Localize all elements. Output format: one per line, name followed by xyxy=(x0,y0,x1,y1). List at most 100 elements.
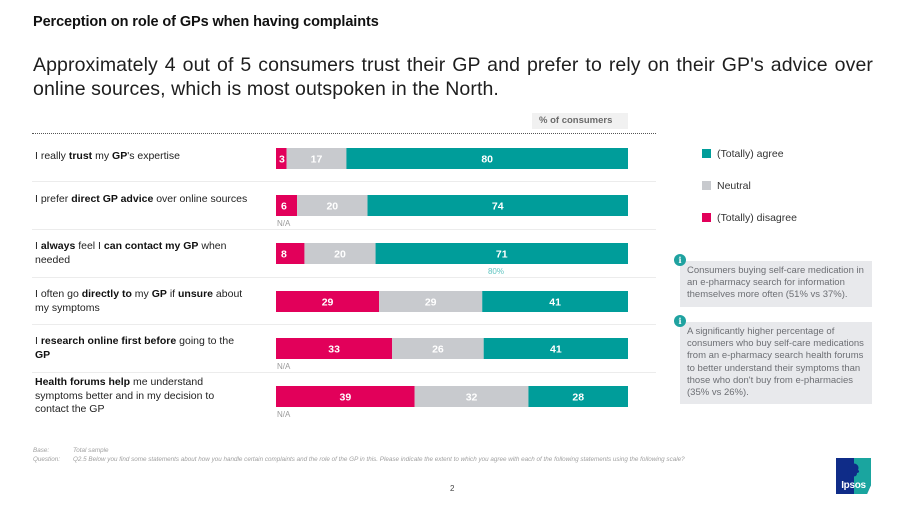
bar-segment-disagree xyxy=(276,243,305,264)
data-label-neutral: 17 xyxy=(311,154,323,166)
bar-segment-agree xyxy=(483,338,628,359)
legend-swatch-agree xyxy=(702,149,711,158)
logo-text: Ipsos xyxy=(841,480,866,491)
row-label-emphasis: GP xyxy=(151,288,167,300)
row-separator xyxy=(32,324,656,325)
legend-label-neutral: Neutral xyxy=(717,180,751,192)
row-label-text: me understand symptoms better and in my … xyxy=(35,376,215,415)
row-label-text: about my symptoms xyxy=(35,288,243,314)
row-label-emphasis: Health forums help xyxy=(35,376,131,388)
data-label-disagree: 3 xyxy=(279,154,285,166)
info-box-e-pharmacy-search: Consumers buying self-care medication in… xyxy=(680,261,872,307)
legend-item-disagree: (Totally) disagree xyxy=(702,212,797,224)
section-title: Perception on role of GPs when having co… xyxy=(33,14,379,30)
ipsos-logo-icon xyxy=(836,458,871,494)
bar-segment-agree xyxy=(346,148,628,169)
data-label-disagree: 29 xyxy=(322,297,334,309)
bar-segment-disagree xyxy=(276,338,393,359)
data-label-neutral: 26 xyxy=(432,344,444,356)
bar-segment-neutral xyxy=(379,291,483,312)
data-label-agree: 41 xyxy=(550,344,562,356)
row-label-emphasis: unsure xyxy=(178,288,214,300)
question-label: Question: xyxy=(33,456,60,463)
row-label-emphasis: GP xyxy=(112,150,128,162)
row-label-text: going to the xyxy=(176,335,235,347)
row-label-text: I really xyxy=(35,150,69,162)
bar-segment-disagree xyxy=(276,386,415,407)
bar-segment-neutral xyxy=(392,338,484,359)
row-label: I prefer direct GP advice over online so… xyxy=(35,193,250,207)
row-separator xyxy=(32,181,656,182)
data-label-disagree: 33 xyxy=(328,344,340,356)
question-value: Q2.5 Below you find some statements abou… xyxy=(73,456,685,463)
legend-label-disagree: (Totally) disagree xyxy=(717,212,797,224)
info-icon: i xyxy=(674,254,686,266)
row-label-text: my xyxy=(92,150,113,162)
data-label-neutral: 32 xyxy=(466,392,478,404)
footer-base: Base: Total sample xyxy=(33,446,685,455)
unit-label: % of consumers xyxy=(532,113,628,129)
data-label-agree: 74 xyxy=(492,201,504,213)
row-label-emphasis: trust xyxy=(68,150,93,162)
bar-segment-agree xyxy=(528,386,628,407)
data-label-neutral: 20 xyxy=(334,249,346,261)
footer-notes: Base: Total sample Question: Q2.5 Below yo… xyxy=(33,446,685,464)
legend-swatch-neutral xyxy=(702,181,711,190)
legend-item-neutral: Neutral xyxy=(702,180,751,192)
row-label: I really trust my GP's expertise xyxy=(35,150,250,164)
row-label-text: feel I xyxy=(75,240,104,252)
bar-segment-disagree xyxy=(276,195,298,216)
legend-label-agree: (Totally) agree xyxy=(717,148,784,160)
row-label-text: over online sources xyxy=(153,193,248,205)
bar-segment-disagree xyxy=(276,291,380,312)
data-label-disagree: 8 xyxy=(281,249,287,261)
bar-segment-neutral xyxy=(304,243,376,264)
base-value: Total sample xyxy=(73,447,109,454)
row-label-text: I often go xyxy=(35,288,82,300)
footer-question: Question: Q2.5 Below you find some statem… xyxy=(33,455,685,464)
data-label-agree: 80 xyxy=(481,154,493,166)
headline: Approximately 4 out of 5 consumers trust… xyxy=(33,54,873,100)
row-separator xyxy=(32,277,656,278)
row-label: I often go directly to my GP if unsure a… xyxy=(35,288,250,315)
legend-swatch-disagree xyxy=(702,213,711,222)
bar-segment-neutral xyxy=(297,195,368,216)
info-icon: i xyxy=(674,315,686,327)
row-label: I research online first before going to … xyxy=(35,335,250,362)
row-label-text: my xyxy=(131,288,152,300)
na-annotation: N/A xyxy=(277,362,291,371)
page-number: 2 xyxy=(450,484,455,493)
data-label-agree: 41 xyxy=(549,297,561,309)
data-label-neutral: 20 xyxy=(326,201,338,213)
bar-segment-agree xyxy=(367,195,628,216)
row-label-text: I prefer xyxy=(35,193,72,205)
legend-item-agree: (Totally) agree xyxy=(702,148,784,160)
row-label-emphasis: can contact my GP xyxy=(103,240,199,252)
row-label-emphasis: direct GP advice xyxy=(71,193,154,205)
na-annotation: N/A xyxy=(277,410,291,419)
row-separator xyxy=(32,229,656,230)
info-box-health-forums: A significantly higher percentage of con… xyxy=(680,322,872,405)
data-label-disagree: 39 xyxy=(339,392,351,404)
row-label-text: I xyxy=(35,240,41,252)
data-label-disagree: 6 xyxy=(281,201,287,213)
row-label-emphasis: research online first before xyxy=(40,335,177,347)
data-label-agree: 28 xyxy=(572,392,584,404)
benchmark-annotation: 80% xyxy=(488,267,504,276)
row-label-emphasis: directly to xyxy=(81,288,132,300)
row-label: I always feel I can contact my GP when n… xyxy=(35,240,250,267)
bar-segment-neutral xyxy=(414,386,529,407)
row-label-text: if xyxy=(166,288,178,300)
row-label-text: when needed xyxy=(35,240,227,266)
row-label: Health forums help me understand symptom… xyxy=(35,376,250,417)
row-label-text: 's expertise xyxy=(127,150,180,162)
data-label-agree: 71 xyxy=(496,249,508,261)
bar-segment-disagree xyxy=(276,148,287,169)
row-label-emphasis: always xyxy=(40,240,76,252)
ipsos-logo: Ipsos xyxy=(836,458,871,494)
row-label-text: I xyxy=(35,335,41,347)
base-label: Base: xyxy=(33,447,50,454)
bar-segment-neutral xyxy=(286,148,347,169)
header-divider xyxy=(32,133,656,134)
